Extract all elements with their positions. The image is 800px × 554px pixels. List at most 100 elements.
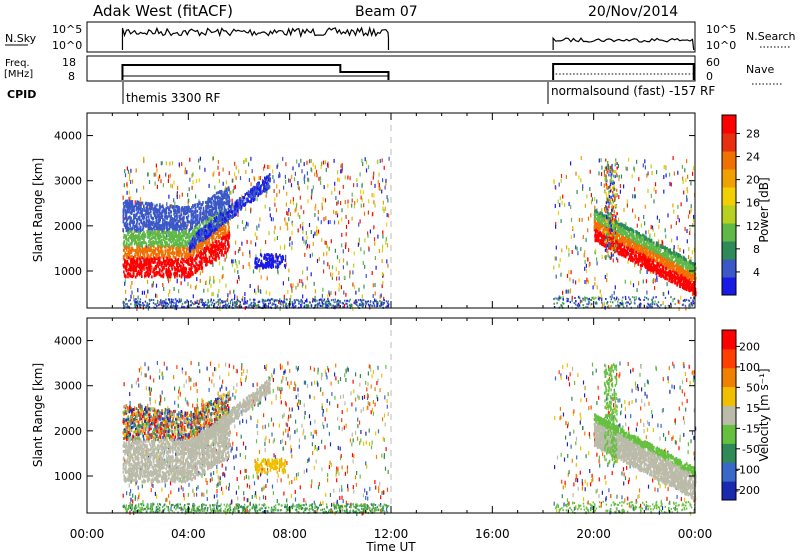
data-point [125, 216, 128, 220]
data-point [217, 293, 219, 298]
data-point [212, 220, 215, 223]
data-point [677, 215, 679, 220]
data-point [264, 189, 266, 193]
data-point [218, 225, 221, 229]
data-point [182, 209, 185, 213]
data-point [148, 249, 151, 253]
data-point [170, 272, 172, 276]
data-point [195, 242, 197, 246]
data-point [279, 298, 281, 301]
data-point [296, 298, 298, 301]
data-point [282, 301, 284, 306]
data-point [180, 217, 183, 221]
data-point [167, 208, 170, 211]
data-point [178, 162, 180, 167]
data-point [155, 303, 157, 306]
data-point [209, 198, 212, 202]
data-point [176, 195, 178, 200]
data-point [221, 252, 223, 256]
data-point [373, 237, 376, 242]
data-point [156, 211, 158, 215]
data-point [647, 171, 649, 176]
data-point [382, 273, 385, 278]
data-point [206, 224, 208, 228]
data-point [306, 160, 308, 165]
data-point [692, 171, 694, 176]
data-point [178, 274, 181, 278]
data-point [162, 209, 165, 213]
data-point [340, 164, 342, 169]
power-scatter [122, 113, 697, 312]
data-point [227, 201, 229, 205]
data-point [207, 288, 209, 293]
data-point [132, 274, 135, 278]
data-point [144, 213, 146, 217]
data-point [198, 233, 200, 237]
data-point [159, 207, 161, 211]
data-point [177, 253, 179, 257]
data-point [213, 213, 215, 217]
data-point [248, 305, 250, 308]
data-point [289, 298, 291, 301]
data-point [222, 211, 225, 215]
data-point [151, 244, 154, 248]
data-point [643, 215, 645, 219]
data-point [173, 256, 176, 259]
data-point [193, 250, 195, 254]
data-point [184, 260, 187, 264]
data-point [216, 224, 218, 228]
data-point [196, 229, 198, 233]
data-point [233, 185, 235, 190]
data-point [324, 160, 326, 165]
data-point [170, 261, 172, 265]
data-point [183, 206, 186, 210]
data-point [313, 281, 315, 286]
data-point [274, 237, 276, 242]
data-point [353, 251, 355, 256]
data-point [203, 237, 205, 240]
data-point [195, 267, 197, 271]
data-point [197, 249, 199, 253]
data-point [195, 254, 198, 258]
data-point [274, 225, 276, 230]
data-point [368, 199, 370, 204]
data-point [220, 189, 223, 193]
data-point [128, 235, 131, 239]
data-point [280, 300, 283, 302]
data-point [158, 262, 161, 266]
data-point [214, 228, 216, 232]
data-point [677, 204, 679, 209]
data-point [250, 182, 252, 187]
data-point [166, 202, 168, 207]
data-point [369, 229, 371, 234]
data-point [198, 202, 201, 206]
data-point [185, 211, 188, 215]
data-point [238, 275, 240, 280]
data-point [359, 172, 361, 177]
data-point [338, 220, 340, 225]
data-point [255, 254, 257, 259]
data-point [177, 234, 179, 238]
data-point [566, 273, 569, 278]
data-point [656, 277, 658, 282]
data-point [298, 302, 300, 305]
data-point [244, 201, 247, 205]
data-point [164, 260, 166, 264]
data-point [193, 227, 196, 231]
data-point [143, 261, 145, 264]
data-point [243, 160, 245, 165]
data-point [219, 279, 221, 284]
data-point [161, 161, 163, 166]
data-point [640, 223, 642, 228]
data-point [164, 219, 166, 223]
data-point [147, 219, 149, 223]
data-point [175, 210, 177, 215]
data-point [214, 214, 217, 218]
data-point [218, 171, 220, 176]
data-point [166, 302, 168, 305]
data-point [189, 300, 192, 303]
data-point [207, 237, 210, 241]
data-point [600, 158, 602, 163]
data-point [229, 205, 231, 208]
data-point [138, 207, 140, 211]
